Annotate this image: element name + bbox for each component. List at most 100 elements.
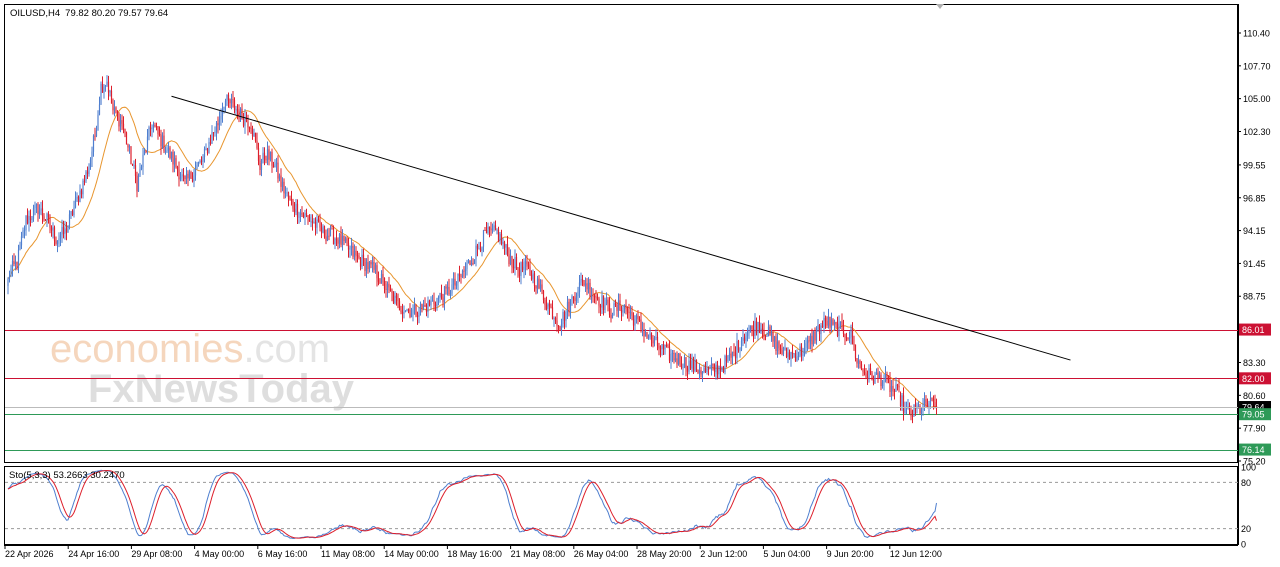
- candle: [322, 224, 324, 234]
- candle-body: [473, 259, 476, 264]
- candle: [380, 270, 383, 284]
- price-level-tag-text: 86.01: [1242, 325, 1265, 335]
- candle-body: [305, 213, 308, 216]
- candle: [560, 318, 563, 336]
- candle-body: [875, 372, 878, 375]
- candle: [544, 297, 546, 311]
- candle: [881, 380, 884, 389]
- candle-body: [94, 135, 96, 137]
- candle-body: [548, 303, 551, 307]
- candle: [820, 323, 822, 343]
- candle: [539, 279, 542, 292]
- candle: [550, 303, 552, 309]
- candle-body: [577, 291, 579, 296]
- candle: [82, 178, 84, 199]
- candle-body: [379, 281, 381, 283]
- candle-body: [233, 99, 236, 110]
- candle-body: [155, 126, 158, 128]
- candle-body: [467, 260, 470, 264]
- candle-body: [497, 229, 500, 242]
- candle: [902, 387, 905, 421]
- candle-body: [836, 324, 839, 337]
- main-chart-frame: [4, 4, 1238, 463]
- candle-body: [70, 211, 72, 215]
- candle-body: [653, 337, 656, 344]
- candle: [125, 131, 128, 145]
- candle: [875, 368, 878, 375]
- stochastic-label: Sto(5,3,3) 53.2663 30.2470: [9, 470, 125, 481]
- candle: [623, 304, 626, 314]
- candle-body: [275, 162, 278, 165]
- candle: [710, 357, 713, 376]
- candle: [142, 147, 144, 175]
- stoch-axis-label: 100: [1241, 463, 1256, 473]
- candle-body: [842, 325, 845, 334]
- candle-body: [535, 286, 537, 289]
- stochastic-axis: 100 80 20 0: [1241, 463, 1256, 550]
- candle-body: [398, 301, 401, 311]
- candle-body: [791, 351, 794, 355]
- candle: [688, 353, 690, 375]
- candle: [860, 361, 863, 371]
- candle: [650, 332, 653, 347]
- candle-body: [698, 370, 701, 373]
- candle-body: [71, 211, 74, 216]
- candle-body: [518, 269, 521, 276]
- candle: [41, 200, 44, 224]
- candle: [595, 290, 597, 305]
- candle: [578, 274, 581, 298]
- candle-body: [665, 344, 668, 346]
- candle-body: [320, 227, 323, 233]
- candle: [760, 322, 762, 334]
- candle-body: [217, 123, 219, 126]
- candle-body: [148, 127, 150, 137]
- candle: [107, 75, 110, 101]
- candle-body: [523, 266, 525, 270]
- candle: [175, 155, 177, 169]
- candle-body: [556, 320, 558, 326]
- price-tick-label: 102.30: [1243, 127, 1271, 137]
- candle-body: [232, 98, 234, 100]
- candle-body: [634, 318, 636, 326]
- candle-body: [61, 226, 63, 236]
- candle: [277, 155, 279, 183]
- candle-body: [35, 204, 38, 206]
- candle: [23, 225, 26, 239]
- candle: [827, 308, 830, 329]
- candle: [556, 312, 558, 332]
- candle-body: [847, 338, 849, 340]
- candle: [155, 122, 158, 131]
- candle: [410, 307, 413, 318]
- candle-body: [776, 341, 779, 352]
- candle: [343, 235, 345, 246]
- candle: [320, 222, 323, 239]
- candle-body: [371, 261, 374, 265]
- candle-body: [802, 354, 804, 356]
- candle: [853, 335, 855, 351]
- candle: [337, 237, 339, 250]
- candle-body: [661, 344, 663, 350]
- candle: [739, 347, 741, 358]
- candle: [815, 326, 818, 345]
- candle: [730, 345, 732, 365]
- trendline-group[interactable]: [171, 95, 1071, 361]
- candle: [803, 339, 806, 357]
- candle-body: [571, 296, 573, 300]
- candle: [709, 364, 711, 370]
- candle: [265, 155, 267, 164]
- candle-body: [146, 136, 149, 151]
- candle-body: [533, 273, 536, 287]
- candle-body: [85, 171, 87, 181]
- shift-marker-icon: [936, 4, 944, 9]
- symbol-header: OILUSD,H4 79.82 80.20 79.57 79.64: [10, 8, 168, 19]
- candle: [736, 332, 738, 364]
- candle-body: [869, 368, 872, 373]
- candle: [863, 364, 866, 376]
- candle-body: [377, 278, 380, 282]
- candle-body: [226, 94, 228, 102]
- candle: [922, 397, 924, 416]
- candle-body: [820, 325, 822, 335]
- candle: [488, 226, 491, 238]
- candle-body: [389, 287, 392, 291]
